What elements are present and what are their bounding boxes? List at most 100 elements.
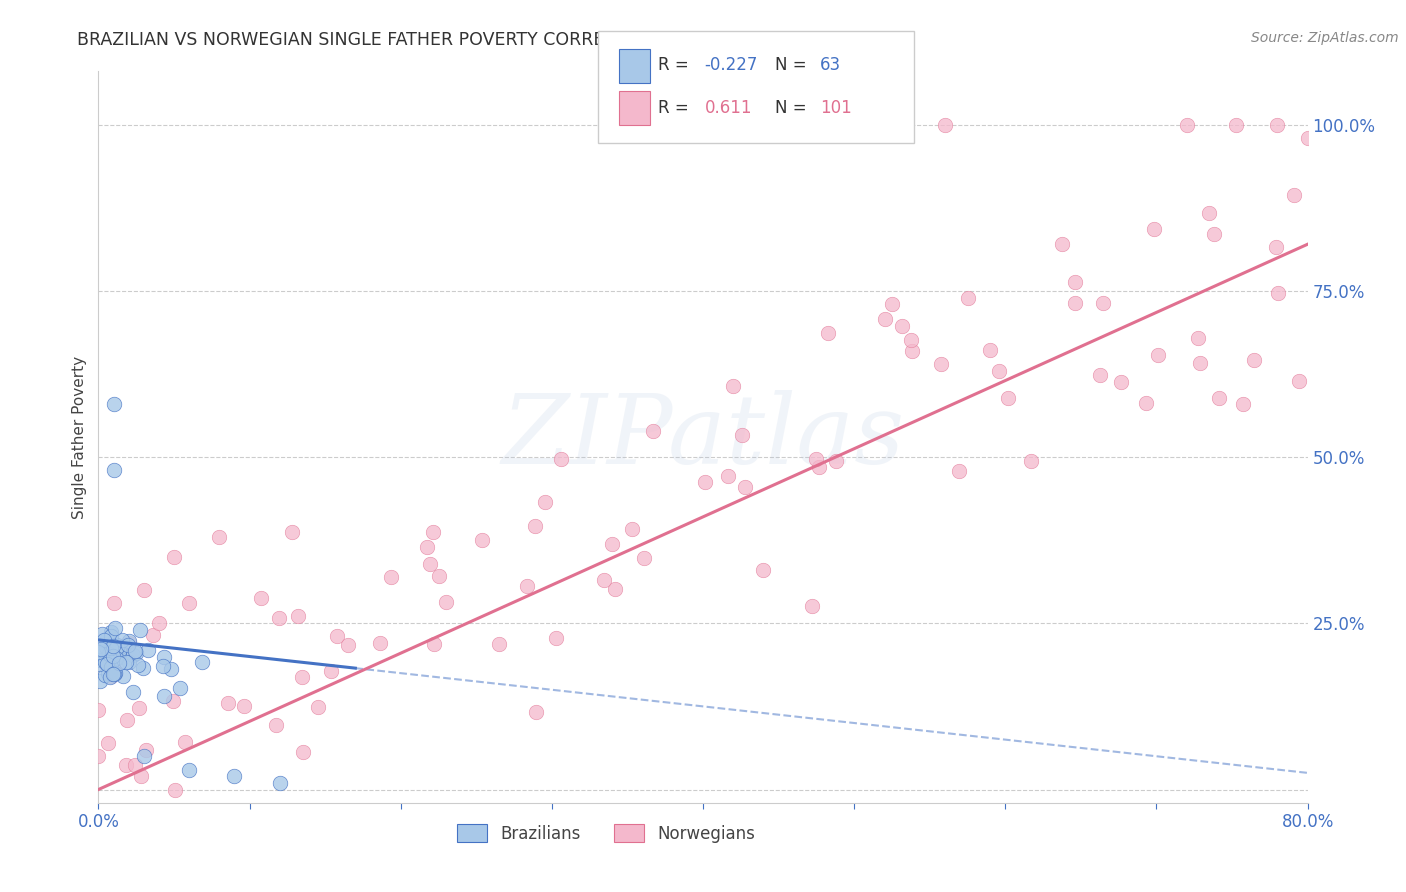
Point [118, 636, 141, 650]
Point [104, 622, 127, 636]
Point [118, 655, 141, 669]
Text: ZIPatlas: ZIPatlas [502, 390, 904, 484]
Point [997, 391, 1019, 405]
Point [97, 647, 120, 661]
Point [929, 357, 952, 371]
Point [101, 667, 124, 681]
Point [900, 344, 922, 359]
Point [96, 632, 118, 646]
Point [191, 655, 214, 669]
Point [132, 582, 155, 597]
Point [173, 735, 195, 749]
Point [107, 657, 129, 671]
Point [105, 651, 128, 665]
Point [1088, 368, 1111, 382]
Point [132, 661, 155, 675]
Point [127, 657, 149, 672]
Point [900, 333, 922, 347]
Point [621, 522, 644, 536]
Point [1064, 295, 1087, 310]
Point [717, 469, 740, 483]
Point [948, 464, 970, 478]
Point [488, 637, 510, 651]
Point [122, 648, 145, 663]
Point [163, 549, 186, 564]
Point [103, 647, 125, 661]
Point [122, 684, 145, 698]
Point [94, 640, 117, 654]
Point [233, 698, 256, 713]
Point [934, 118, 956, 132]
Point [1188, 355, 1211, 369]
Point [1142, 222, 1164, 236]
Point [721, 379, 744, 393]
Text: -0.227: -0.227 [704, 56, 758, 74]
Point [100, 660, 122, 674]
Point [108, 648, 131, 662]
Point [957, 291, 980, 305]
Point [1282, 188, 1305, 202]
Point [100, 641, 122, 656]
Point [873, 312, 896, 326]
Point [162, 694, 184, 708]
Point [96, 657, 118, 671]
Point [1147, 348, 1170, 362]
Point [160, 662, 183, 676]
Point [179, 763, 201, 777]
Point [882, 297, 904, 311]
Point [152, 689, 174, 703]
Point [291, 670, 314, 684]
Point [124, 644, 146, 658]
Point [281, 525, 304, 540]
Point [103, 596, 125, 610]
Point [224, 769, 246, 783]
Text: 101: 101 [820, 99, 852, 117]
Point [1232, 397, 1254, 411]
Text: N =: N = [775, 56, 811, 74]
Text: 0.611: 0.611 [704, 99, 752, 117]
Point [336, 638, 359, 652]
Point [87, 749, 110, 764]
Point [600, 537, 623, 551]
Point [264, 718, 287, 732]
Point [979, 343, 1001, 357]
Legend: Brazilians, Norwegians: Brazilians, Norwegians [450, 818, 762, 849]
Point [103, 666, 125, 681]
Text: BRAZILIAN VS NORWEGIAN SINGLE FATHER POVERTY CORRELATION CHART: BRAZILIAN VS NORWEGIAN SINGLE FATHER POV… [77, 31, 733, 49]
Text: Source: ZipAtlas.com: Source: ZipAtlas.com [1251, 31, 1399, 45]
Point [1175, 118, 1198, 132]
Point [891, 318, 914, 333]
Point [141, 628, 163, 642]
Point [104, 640, 127, 655]
Point [1019, 454, 1042, 468]
Point [1225, 118, 1247, 132]
Point [1208, 391, 1230, 405]
Point [550, 452, 572, 467]
Point [152, 659, 174, 673]
Point [593, 573, 616, 587]
Point [695, 475, 717, 489]
Point [100, 625, 122, 640]
Point [128, 623, 150, 637]
Point [217, 697, 239, 711]
Point [90, 646, 112, 660]
Point [169, 681, 191, 696]
Point [1187, 331, 1209, 345]
Point [1267, 286, 1289, 301]
Point [806, 451, 828, 466]
Point [326, 629, 349, 643]
Point [516, 579, 538, 593]
Point [117, 638, 139, 652]
Point [416, 540, 439, 554]
Point [107, 644, 129, 658]
Point [131, 768, 153, 782]
Point [87, 703, 110, 717]
Point [87, 645, 110, 659]
Point [100, 669, 122, 683]
Point [104, 666, 127, 681]
Point [1135, 395, 1157, 409]
Point [1296, 131, 1319, 145]
Point [117, 634, 139, 648]
Point [434, 595, 457, 609]
Point [105, 638, 128, 652]
